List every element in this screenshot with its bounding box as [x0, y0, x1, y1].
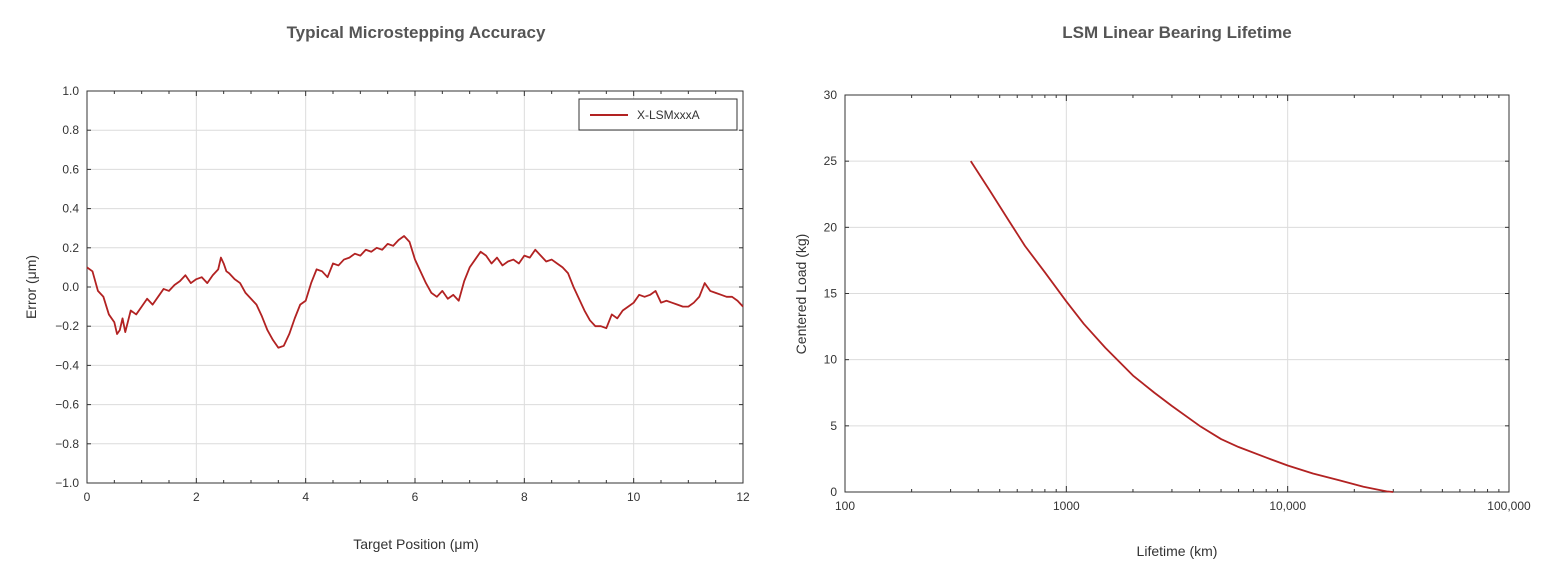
lifetime-series-line [970, 160, 1394, 493]
accuracy-legend: X-LSMxxxA [578, 98, 738, 131]
accuracy-x-axis-label: Target Position (μm) [353, 536, 479, 552]
lifetime-x-tick-label: 100,000 [1487, 499, 1531, 513]
accuracy-x-tick-label: 12 [736, 490, 750, 504]
lifetime-chart: LSM Linear Bearing Lifetime 100 1000 10,00… [793, 23, 1531, 559]
accuracy-y-tick-label: 0.4 [62, 202, 79, 216]
accuracy-x-tick-label: 10 [627, 490, 641, 504]
lifetime-x-tick-label: 10,000 [1269, 499, 1306, 513]
lifetime-y-tick-label: 5 [830, 419, 837, 433]
accuracy-y-tick-label: −0.8 [55, 437, 79, 451]
accuracy-y-tick-label: 0.0 [62, 280, 79, 294]
accuracy-chart: Typical Microstepping Accuracy 0 2 4 6 8 10 12… [23, 23, 750, 552]
lifetime-x-axis-label: Lifetime (km) [1137, 543, 1218, 559]
accuracy-x-tick-label: 6 [412, 490, 419, 504]
accuracy-x-tick-label: 8 [521, 490, 528, 504]
lifetime-y-tick-label: 15 [824, 287, 838, 301]
lifetime-y-axis-label: Centered Load (kg) [793, 234, 809, 355]
accuracy-y-tick-label: −1.0 [55, 476, 79, 490]
accuracy-chart-title: Typical Microstepping Accuracy [287, 23, 546, 42]
accuracy-x-tick-label: 0 [84, 490, 91, 504]
lifetime-y-tick-label: 20 [824, 220, 838, 234]
lifetime-x-tick-label: 100 [835, 499, 855, 513]
lifetime-grid [844, 94, 1510, 493]
lifetime-chart-title: LSM Linear Bearing Lifetime [1062, 23, 1292, 42]
lifetime-y-tick-label: 30 [824, 88, 838, 102]
lifetime-y-tick-label: 0 [830, 485, 837, 499]
accuracy-y-tick-label: 0.6 [62, 162, 79, 176]
lifetime-y-tick-label: 10 [824, 353, 838, 367]
accuracy-series [86, 235, 744, 349]
accuracy-legend-label: X-LSMxxxA [637, 108, 700, 122]
lifetime-series [970, 160, 1394, 493]
lifetime-ticks: 100 1000 10,000 100,000 0 5 10 15 20 25 30 [824, 88, 1531, 513]
accuracy-x-tick-label: 2 [193, 490, 200, 504]
lifetime-x-tick-label: 1000 [1053, 499, 1080, 513]
accuracy-y-tick-label: 0.8 [62, 123, 79, 137]
accuracy-y-tick-label: −0.4 [55, 358, 79, 372]
accuracy-series-line [86, 235, 744, 349]
accuracy-x-tick-label: 4 [302, 490, 309, 504]
lifetime-y-tick-label: 25 [824, 154, 838, 168]
accuracy-y-tick-label: 1.0 [62, 84, 79, 98]
accuracy-y-axis-label: Error (μm) [23, 255, 39, 319]
accuracy-ticks: 0 2 4 6 8 10 12 −1.0 −0.8 −0.6 −0.4 −0.2 0.0 0.2 0.4 0.… [55, 84, 750, 504]
accuracy-y-tick-label: −0.2 [55, 319, 79, 333]
accuracy-y-tick-label: −0.6 [55, 398, 79, 412]
accuracy-y-tick-label: 0.2 [62, 241, 79, 255]
accuracy-grid [86, 90, 744, 484]
